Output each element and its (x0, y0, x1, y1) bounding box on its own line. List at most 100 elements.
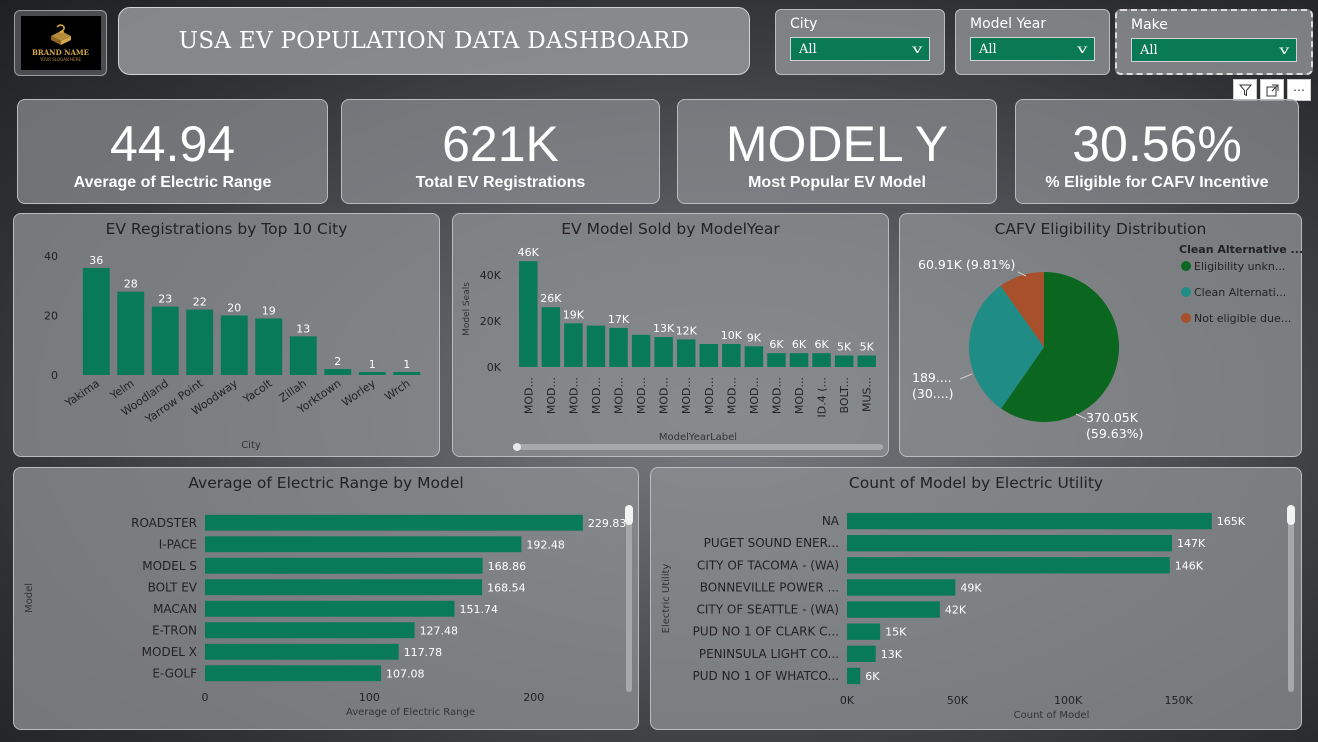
data-label: 23 (158, 293, 172, 306)
pie-slice (1000, 272, 1044, 347)
data-label: 49K (960, 581, 982, 594)
legend-marker (1181, 287, 1191, 297)
data-label: 19K (563, 308, 585, 321)
bar (767, 353, 786, 367)
data-label: 117.78 (404, 646, 443, 659)
kpi-card-avg-range: 44.94 Average of Electric Range (17, 99, 328, 204)
bar (847, 667, 861, 685)
data-label: 26K (540, 292, 562, 305)
y-axis-title: Model Seals (462, 282, 472, 336)
city-registrations-chart: EV Registrations by Top 10 City 0 20 40 36 Y… (13, 213, 440, 457)
bar (654, 337, 673, 367)
pie-slice (969, 285, 1044, 409)
bar (857, 355, 876, 367)
legend-label: Clean Alternati... (1194, 286, 1286, 299)
city-slicer-label: City (790, 16, 818, 32)
x-tick-label: MOD... (748, 377, 761, 414)
kpi-label: % Eligible for CAFV Incentive (1045, 174, 1269, 191)
y-tick-label: PENINSULA LIGHT CO... (699, 647, 839, 661)
kpi-label: Most Popular EV Model (748, 174, 926, 191)
y-tick-label: ROADSTER (131, 516, 197, 530)
data-label: 6K (792, 338, 807, 351)
y-tick-label: 20 (44, 310, 58, 323)
scrollbar-handle (513, 443, 521, 451)
y-tick-label: I-PACE (159, 537, 197, 551)
bar (117, 291, 145, 375)
legend-marker (1181, 313, 1191, 323)
y-tick-label: E-GOLF (152, 666, 197, 680)
x-tick-label: BOLT... (838, 377, 851, 414)
x-tick-label: MUS... (861, 377, 874, 412)
x-tick-label: MOD... (703, 377, 716, 414)
bar (205, 536, 522, 553)
filter-button[interactable] (1233, 79, 1257, 101)
data-label: 229.83 (588, 517, 627, 530)
data-label: 36 (89, 254, 103, 267)
bar (631, 334, 651, 367)
x-tick-label: ID.4 (... (816, 377, 829, 418)
logo-slogan-text: YOUR SLOGAN HERE (39, 57, 82, 62)
y-tick-label: 0 (51, 369, 58, 382)
kpi-card-cafv-eligible: 30.56% % Eligible for CAFV Incentive (1015, 99, 1299, 204)
utility-bar-chart-svg: NA 165K PUGET SOUND ENER... 147K CITY OF TAC… (661, 505, 1295, 721)
chart-title: CAFV Eligibility Distribution (994, 220, 1207, 238)
focus-mode-button[interactable] (1260, 79, 1284, 101)
x-tick-label: 0 (202, 691, 209, 704)
model-year-dropdown[interactable]: All v (970, 37, 1095, 61)
bar (847, 579, 956, 596)
make-dropdown[interactable]: All v (1131, 38, 1297, 62)
horizontal-scrollbar (513, 444, 883, 450)
y-tick-label: BONNEVILLE POWER ... (700, 580, 839, 594)
utility-chart: Count of Model by Electric Utility NA 165… (650, 467, 1302, 730)
bar (358, 372, 386, 375)
data-label: 147K (1177, 537, 1206, 550)
make-dropdown-value: All (1140, 42, 1158, 58)
data-label: 165K (1217, 515, 1246, 528)
bar (609, 327, 628, 367)
data-label: 28 (124, 278, 138, 291)
bar (847, 535, 1172, 552)
leader-line (1075, 413, 1087, 420)
model-year-slicer-label: Model Year (970, 16, 1047, 32)
scrollbar-handle (1287, 505, 1295, 525)
bar (519, 261, 538, 367)
x-axis-title: Count of Model (1014, 710, 1090, 721)
kpi-card-popular-model: MODEL Y Most Popular EV Model (677, 99, 997, 204)
data-label: 13K (653, 322, 675, 335)
data-label: 6K (865, 670, 880, 683)
cafv-pie-chart: CAFV Eligibility Distribution 370.05K (59… (899, 213, 1303, 457)
y-tick-label: 40K (480, 269, 502, 282)
vertical-scrollbar (1288, 506, 1294, 692)
more-options-button[interactable]: ⋯ (1287, 79, 1311, 101)
bar (847, 512, 1212, 530)
chart-title: EV Model Sold by ModelYear (561, 220, 780, 238)
data-label: 6K (769, 338, 784, 351)
data-label: 127.48 (420, 624, 459, 637)
y-tick-label: E-TRON (152, 623, 197, 637)
data-label: 168.86 (488, 560, 527, 573)
bar (205, 600, 455, 617)
x-tick-label: Yacolt (240, 376, 275, 406)
city-dropdown[interactable]: All v (790, 37, 930, 61)
legend-label: Eligibility unkn... (1194, 260, 1285, 273)
x-axis-title: City (241, 440, 261, 451)
brand-logo: BRAND NAME YOUR SLOGAN HERE (14, 10, 107, 76)
x-tick-label: MOD... (680, 377, 693, 414)
x-tick-label: 100 (359, 691, 380, 704)
x-tick-label: Worley (340, 377, 379, 410)
data-label: 6K (814, 338, 829, 351)
x-tick-label: 100K (1054, 694, 1083, 707)
bar (847, 557, 1170, 574)
y-tick-label: MODEL X (142, 645, 197, 659)
x-tick-label: MOD... (522, 377, 535, 414)
kpi-value: 621K (442, 116, 559, 172)
data-label: 5K (860, 341, 875, 354)
more-options-icon: ⋯ (1293, 83, 1305, 97)
x-tick-label: MOD... (725, 377, 738, 414)
x-tick-label: MOD... (545, 377, 558, 414)
chart-title: EV Registrations by Top 10 City (105, 220, 348, 238)
model-year-bar-chart-svg: 0K 20K 40K Model Seals 46K MOD... 26K MOD... 19K… (462, 246, 883, 451)
bar (324, 369, 352, 375)
x-tick-label: MOD... (613, 377, 626, 414)
bar (289, 336, 317, 375)
